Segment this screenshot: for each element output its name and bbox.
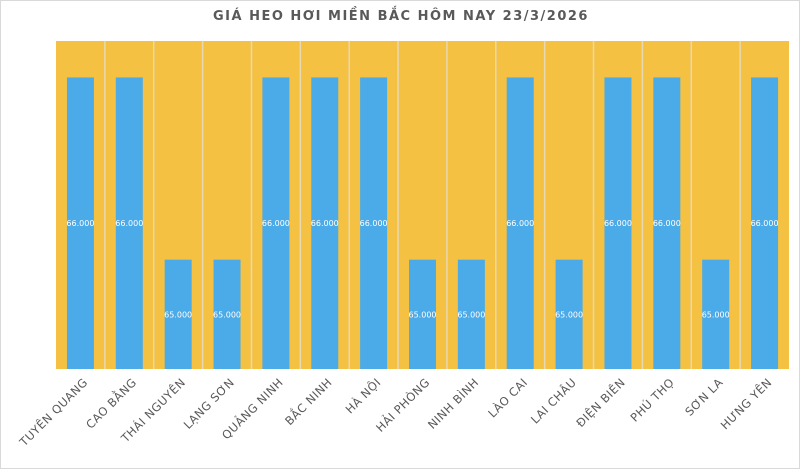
- bar: [457, 259, 485, 369]
- bar: [653, 77, 681, 369]
- bar: [409, 259, 436, 369]
- x-tick-label: NINH BÌNH: [424, 375, 481, 432]
- data-label: 66.000: [653, 219, 681, 228]
- bar: [555, 259, 583, 369]
- x-tick-label: ĐIỆN BIÊN: [573, 375, 628, 430]
- data-label: 65.000: [457, 310, 485, 319]
- bar: [262, 77, 290, 369]
- data-label: 65.000: [555, 310, 583, 319]
- data-label: 65.000: [213, 310, 241, 319]
- bar: [213, 259, 241, 369]
- bar: [115, 77, 143, 369]
- data-label: 66.000: [506, 219, 534, 228]
- data-label: 66.000: [360, 219, 388, 228]
- data-label: 66.000: [751, 219, 779, 228]
- bar: [66, 77, 94, 369]
- bar: [360, 77, 388, 369]
- x-tick-label: PHÚ THỌ: [627, 375, 677, 425]
- data-label: 65.000: [702, 310, 730, 319]
- data-label: 65.000: [164, 310, 192, 319]
- chart-title: GIÁ HEO HƠI MIỀN BẮC HÔM NAY 23/3/2026: [213, 9, 589, 24]
- data-label: 66.000: [66, 219, 94, 228]
- data-label: 66.000: [115, 219, 143, 228]
- data-label: 66.000: [262, 219, 290, 228]
- x-tick-label: BẮC NINH: [281, 374, 335, 428]
- x-tick-label: TUYÊN QUANG: [15, 375, 90, 450]
- data-label: 66.000: [604, 219, 632, 228]
- bar: [311, 77, 339, 369]
- x-tick-label: LÀO CAI: [485, 375, 531, 421]
- data-label: 66.000: [311, 219, 339, 228]
- bar: [604, 77, 632, 369]
- x-tick-label: SƠN LA: [682, 375, 726, 419]
- x-tick-label: LAI CHÂU: [527, 375, 579, 427]
- bar: [702, 259, 730, 369]
- bar: [751, 77, 779, 369]
- bar: [164, 259, 192, 369]
- data-label: 65.000: [409, 310, 437, 319]
- x-tick-label: HƯNG YÊN: [717, 375, 775, 433]
- x-tick-label: HÀ NỘI: [342, 375, 384, 417]
- bar: [506, 77, 534, 369]
